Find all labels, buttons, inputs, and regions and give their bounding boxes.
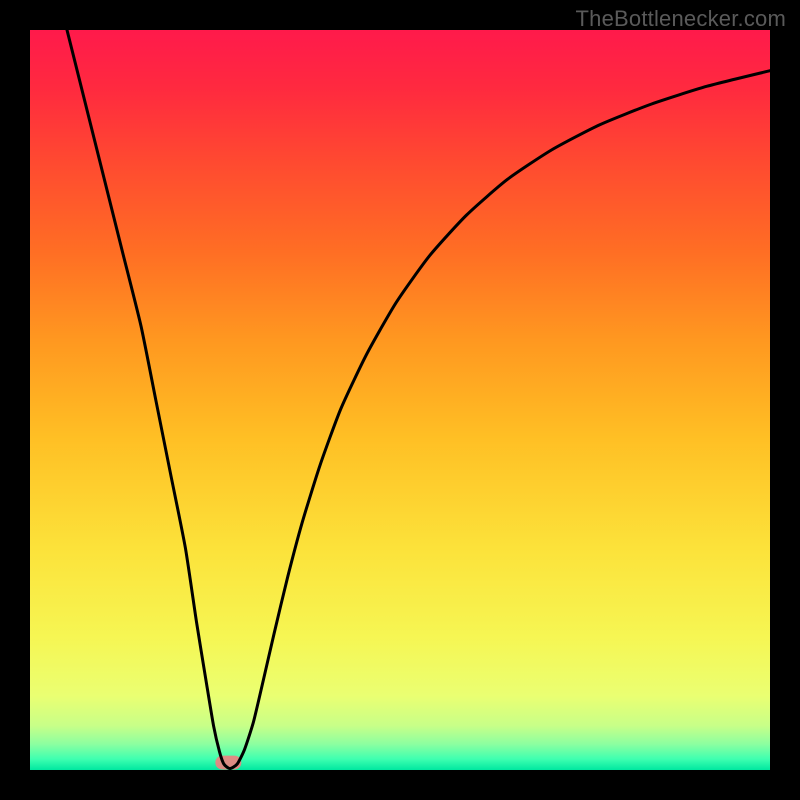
plot-background	[30, 30, 770, 770]
watermark-text: TheBottlenecker.com	[576, 6, 786, 32]
figure-container: TheBottlenecker.com	[0, 0, 800, 800]
plot-svg	[0, 0, 800, 800]
